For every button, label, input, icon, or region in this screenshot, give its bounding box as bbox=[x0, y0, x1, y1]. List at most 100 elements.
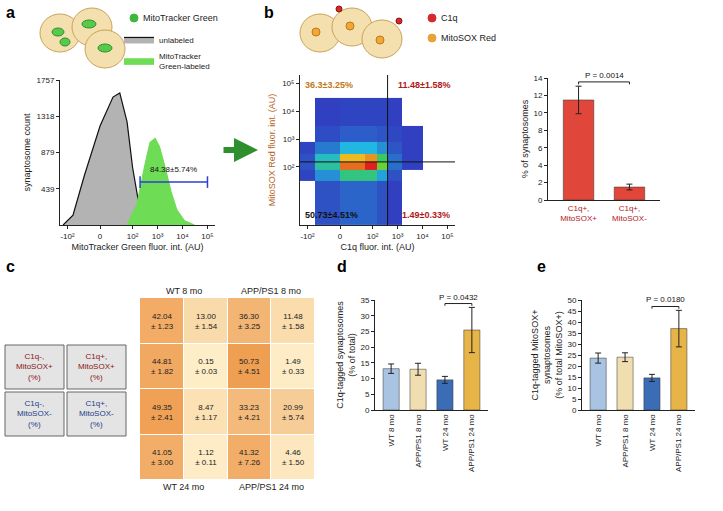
svg-text:10²: 10² bbox=[283, 163, 295, 172]
svg-text:WT 8 mo: WT 8 mo bbox=[387, 414, 396, 447]
svg-text:11.48± 1.58: 11.48± 1.58 bbox=[282, 312, 305, 331]
svg-text:WT 8 mo: WT 8 mo bbox=[166, 286, 202, 296]
svg-text:11.48±1.58%: 11.48±1.58% bbox=[398, 80, 450, 90]
svg-text:10³: 10³ bbox=[283, 135, 295, 144]
svg-text:50.73±4.51%: 50.73±4.51% bbox=[305, 210, 358, 220]
svg-text:WT 24 mo: WT 24 mo bbox=[441, 414, 450, 451]
svg-text:30: 30 bbox=[567, 340, 576, 349]
svg-text:1.12± 0.11: 1.12± 0.11 bbox=[195, 448, 217, 467]
svg-text:APP/PS1 24 mo: APP/PS1 24 mo bbox=[239, 482, 304, 492]
svg-text:MitoSOX Red fluor. int. (AU): MitoSOX Red fluor. int. (AU) bbox=[267, 94, 277, 207]
svg-text:4.46± 1.50: 4.46± 1.50 bbox=[282, 448, 305, 467]
svg-text:-10²: -10² bbox=[300, 232, 315, 241]
svg-text:WT 8 mo: WT 8 mo bbox=[594, 414, 603, 447]
svg-text:45: 45 bbox=[567, 307, 576, 316]
svg-text:25: 25 bbox=[567, 351, 576, 360]
svg-text:1318: 1318 bbox=[37, 112, 55, 121]
svg-text:2: 2 bbox=[538, 178, 543, 187]
svg-text:MitoTrackerGreen-labeled: MitoTrackerGreen-labeled bbox=[159, 52, 210, 71]
svg-text:1757: 1757 bbox=[37, 76, 55, 85]
svg-text:25: 25 bbox=[360, 327, 369, 336]
svg-text:P = 0.0432: P = 0.0432 bbox=[439, 293, 478, 302]
svg-text:50.73± 4.51: 50.73± 4.51 bbox=[238, 357, 261, 376]
svg-text:C1q+,MitoSOX+: C1q+,MitoSOX+ bbox=[560, 204, 597, 223]
svg-text:20.99± 5.74: 20.99± 5.74 bbox=[282, 403, 305, 422]
svg-text:% of synaptosomes: % of synaptosomes bbox=[520, 99, 530, 178]
svg-text:10²: 10² bbox=[367, 232, 379, 241]
svg-text:P = 0.0180: P = 0.0180 bbox=[646, 295, 685, 304]
svg-text:APP/PS1 8 mo: APP/PS1 8 mo bbox=[241, 286, 301, 296]
svg-text:b: b bbox=[264, 4, 274, 21]
svg-text:439: 439 bbox=[41, 185, 55, 194]
svg-text:0: 0 bbox=[538, 196, 543, 205]
svg-text:10⁴: 10⁴ bbox=[416, 232, 429, 241]
svg-text:d: d bbox=[337, 258, 347, 275]
svg-text:4: 4 bbox=[538, 161, 543, 170]
svg-text:5: 5 bbox=[572, 395, 577, 404]
svg-text:P = 0.0014: P = 0.0014 bbox=[585, 71, 624, 80]
svg-text:APP/PS1 8 mo: APP/PS1 8 mo bbox=[414, 414, 423, 468]
svg-text:0: 0 bbox=[98, 232, 103, 241]
svg-text:C1q-tagged MitoSOX+synaptosome: C1q-tagged MitoSOX+synaptosomes(% of tot… bbox=[530, 310, 563, 401]
svg-text:0: 0 bbox=[365, 406, 370, 415]
svg-text:APP/PS1 24 mo: APP/PS1 24 mo bbox=[674, 414, 683, 472]
svg-text:1.49±0.33%: 1.49±0.33% bbox=[402, 210, 450, 220]
svg-text:35: 35 bbox=[360, 296, 369, 305]
svg-text:10: 10 bbox=[360, 374, 369, 383]
svg-text:0.15± 0.03: 0.15± 0.03 bbox=[195, 357, 218, 376]
svg-text:84.38±5.74%: 84.38±5.74% bbox=[150, 165, 197, 174]
svg-text:WT 24 mo: WT 24 mo bbox=[163, 482, 204, 492]
svg-text:6: 6 bbox=[538, 144, 543, 153]
svg-text:8.47± 1.17: 8.47± 1.17 bbox=[195, 403, 218, 422]
svg-text:35: 35 bbox=[567, 329, 576, 338]
svg-text:50: 50 bbox=[567, 296, 576, 305]
svg-text:C1q-tagged synaptosomes(% of t: C1q-tagged synaptosomes(% of total) bbox=[335, 301, 357, 409]
svg-text:a: a bbox=[6, 4, 15, 21]
svg-text:e: e bbox=[537, 258, 546, 275]
svg-text:C1q-,MitoSOX-(%): C1q-,MitoSOX-(%) bbox=[17, 399, 52, 429]
svg-text:41.32± 7.26: 41.32± 7.26 bbox=[238, 448, 261, 467]
svg-text:10²: 10² bbox=[127, 232, 139, 241]
svg-text:42.04± 1.23: 42.04± 1.23 bbox=[151, 312, 174, 331]
svg-text:49.35± 2.41: 49.35± 2.41 bbox=[151, 403, 174, 422]
svg-text:MitoTracker Green fluor. int.: MitoTracker Green fluor. int. (AU) bbox=[71, 242, 203, 252]
svg-text:APP/PS1 24 mo: APP/PS1 24 mo bbox=[467, 414, 476, 472]
svg-text:40: 40 bbox=[567, 318, 576, 327]
svg-text:unlabeled: unlabeled bbox=[159, 36, 194, 45]
svg-text:20: 20 bbox=[360, 343, 369, 352]
svg-text:10⁴: 10⁴ bbox=[176, 232, 189, 241]
svg-text:C1q-,MitoSOX+(%): C1q-,MitoSOX+(%) bbox=[16, 352, 53, 382]
svg-text:synaptosome count: synaptosome count bbox=[22, 113, 32, 192]
svg-text:MitoTracker Green: MitoTracker Green bbox=[143, 13, 218, 23]
svg-text:0: 0 bbox=[338, 232, 343, 241]
svg-text:14: 14 bbox=[533, 74, 542, 83]
svg-text:5: 5 bbox=[365, 390, 370, 399]
svg-text:10³: 10³ bbox=[152, 232, 164, 241]
svg-text:41.05± 3.00: 41.05± 3.00 bbox=[151, 448, 174, 467]
svg-text:20: 20 bbox=[567, 362, 576, 371]
svg-text:APP/PS1 8 mo: APP/PS1 8 mo bbox=[621, 414, 630, 468]
svg-text:10⁵: 10⁵ bbox=[441, 232, 453, 241]
svg-text:15: 15 bbox=[360, 359, 369, 368]
svg-text:c: c bbox=[6, 258, 15, 275]
svg-text:44.81± 1.82: 44.81± 1.82 bbox=[151, 357, 174, 376]
svg-text:C1q: C1q bbox=[441, 13, 458, 23]
svg-text:879: 879 bbox=[41, 148, 55, 157]
svg-text:36.3±3.25%: 36.3±3.25% bbox=[305, 80, 353, 90]
svg-text:15: 15 bbox=[567, 373, 576, 382]
svg-text:10⁵: 10⁵ bbox=[282, 79, 294, 88]
svg-text:13.00± 1.54: 13.00± 1.54 bbox=[195, 312, 218, 331]
svg-text:C1q+,MitoSOX-(%): C1q+,MitoSOX-(%) bbox=[79, 399, 114, 429]
svg-text:-10²: -10² bbox=[60, 232, 75, 241]
svg-text:0: 0 bbox=[572, 406, 577, 415]
svg-text:C1q+,MitoSOX-: C1q+,MitoSOX- bbox=[612, 204, 647, 223]
svg-text:33.23± 4.21: 33.23± 4.21 bbox=[238, 403, 261, 422]
svg-text:MitoSOX Red: MitoSOX Red bbox=[441, 33, 496, 43]
svg-text:10⁴: 10⁴ bbox=[282, 107, 295, 116]
svg-text:30: 30 bbox=[360, 312, 369, 321]
svg-text:10: 10 bbox=[567, 384, 576, 393]
svg-text:WT 24 mo: WT 24 mo bbox=[648, 414, 657, 451]
svg-text:10⁵: 10⁵ bbox=[201, 232, 213, 241]
svg-text:36.30± 3.25: 36.30± 3.25 bbox=[238, 312, 261, 331]
svg-text:8: 8 bbox=[538, 126, 543, 135]
